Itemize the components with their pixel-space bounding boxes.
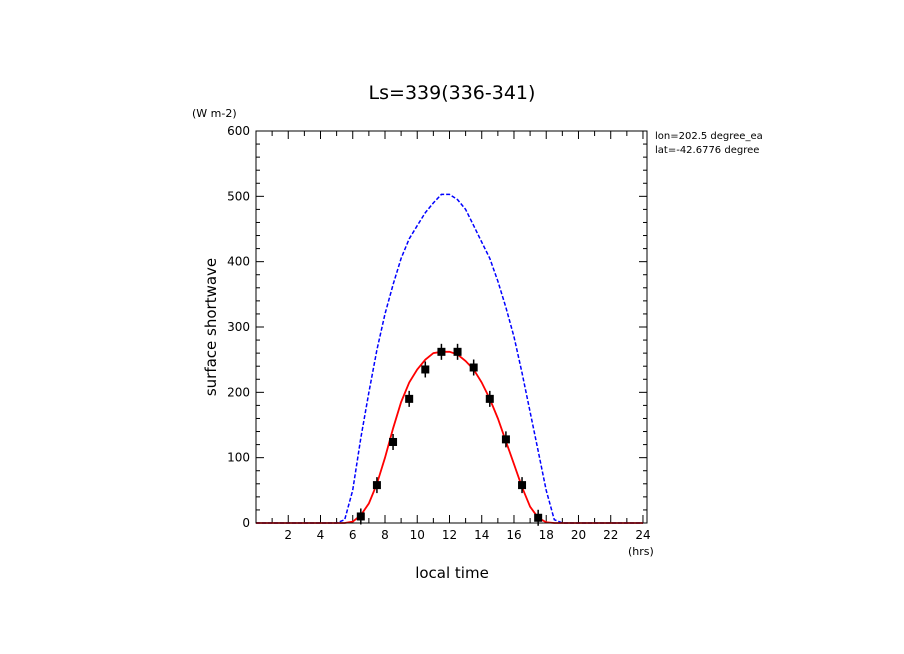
x-tick-label: 2 <box>284 528 292 542</box>
data-point <box>356 512 365 521</box>
y-axis-label: surface shortwave <box>202 258 220 396</box>
data-point <box>405 394 414 403</box>
series-line-solid <box>256 350 643 524</box>
y-tick-label: 400 <box>227 255 250 269</box>
data-point <box>518 481 527 490</box>
data-point <box>501 435 510 444</box>
data-point <box>534 513 543 522</box>
annotation-lon: lon=202.5 degree_ea <box>655 131 763 142</box>
data-point <box>485 394 494 403</box>
x-tick-label: 12 <box>442 528 457 542</box>
x-tick-label: 16 <box>506 528 521 542</box>
y-tick-label: 500 <box>227 189 250 203</box>
chart-title: Ls=339(336-341) <box>369 82 536 104</box>
x-tick-label: 4 <box>317 528 325 542</box>
x-tick-label: 20 <box>571 528 586 542</box>
x-unit-label: (hrs) <box>628 545 654 558</box>
plot-frame <box>255 130 648 524</box>
y-tick-label: 600 <box>227 124 250 138</box>
series-line-dashed <box>256 193 643 524</box>
x-tick-label: 8 <box>381 528 389 542</box>
y-unit-label: (W m-2) <box>192 107 237 120</box>
annotation-lat: lat=-42.6776 degree <box>655 145 759 156</box>
y-tick-label: 0 <box>242 516 250 530</box>
x-tick-label: 6 <box>349 528 357 542</box>
y-tick-label: 100 <box>227 451 250 465</box>
data-point <box>437 347 446 356</box>
x-tick-label: 24 <box>635 528 650 542</box>
x-tick-label: 18 <box>539 528 554 542</box>
series-group <box>256 193 643 526</box>
y-tick-label: 200 <box>227 385 250 399</box>
x-tick-label: 14 <box>474 528 489 542</box>
y-tick-label: 300 <box>227 320 250 334</box>
data-point <box>469 363 478 372</box>
data-point <box>372 481 381 490</box>
x-tick-label: 22 <box>603 528 618 542</box>
data-point <box>453 347 462 356</box>
data-point <box>389 437 398 446</box>
data-point <box>421 365 430 374</box>
x-axis-label: local time <box>415 564 489 582</box>
x-tick-label: 10 <box>410 528 425 542</box>
